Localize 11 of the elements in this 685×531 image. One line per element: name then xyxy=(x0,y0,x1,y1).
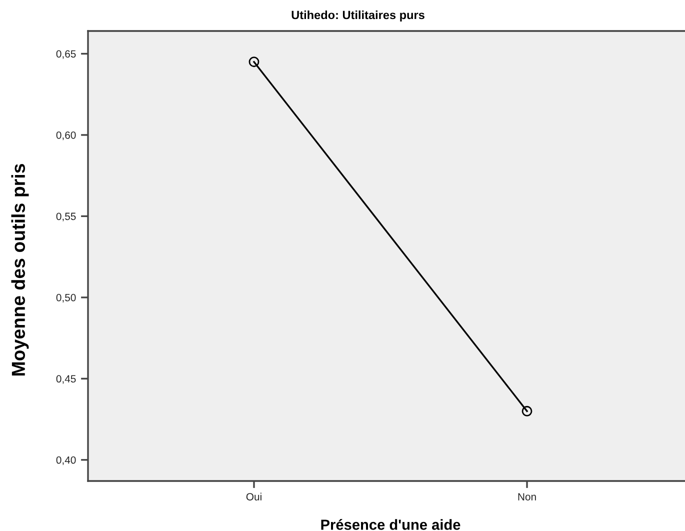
x-axis-title: Présence d'une aide xyxy=(321,519,460,530)
chart-title: Utihedo: Utilitaires purs xyxy=(292,10,424,22)
y-axis-title: Moyenne des outils pris xyxy=(11,164,29,376)
y-tick-label: 0,40 xyxy=(56,456,76,465)
y-tick-label: 0,65 xyxy=(56,50,76,59)
y-tick-label: 0,55 xyxy=(56,212,76,222)
x-tick-label: Oui xyxy=(246,492,262,500)
y-tick-label: 0,50 xyxy=(56,294,76,303)
x-tick-label: Non xyxy=(518,493,536,500)
y-tick-label: 0,45 xyxy=(56,375,76,384)
y-tick-label: 0,60 xyxy=(56,131,76,140)
